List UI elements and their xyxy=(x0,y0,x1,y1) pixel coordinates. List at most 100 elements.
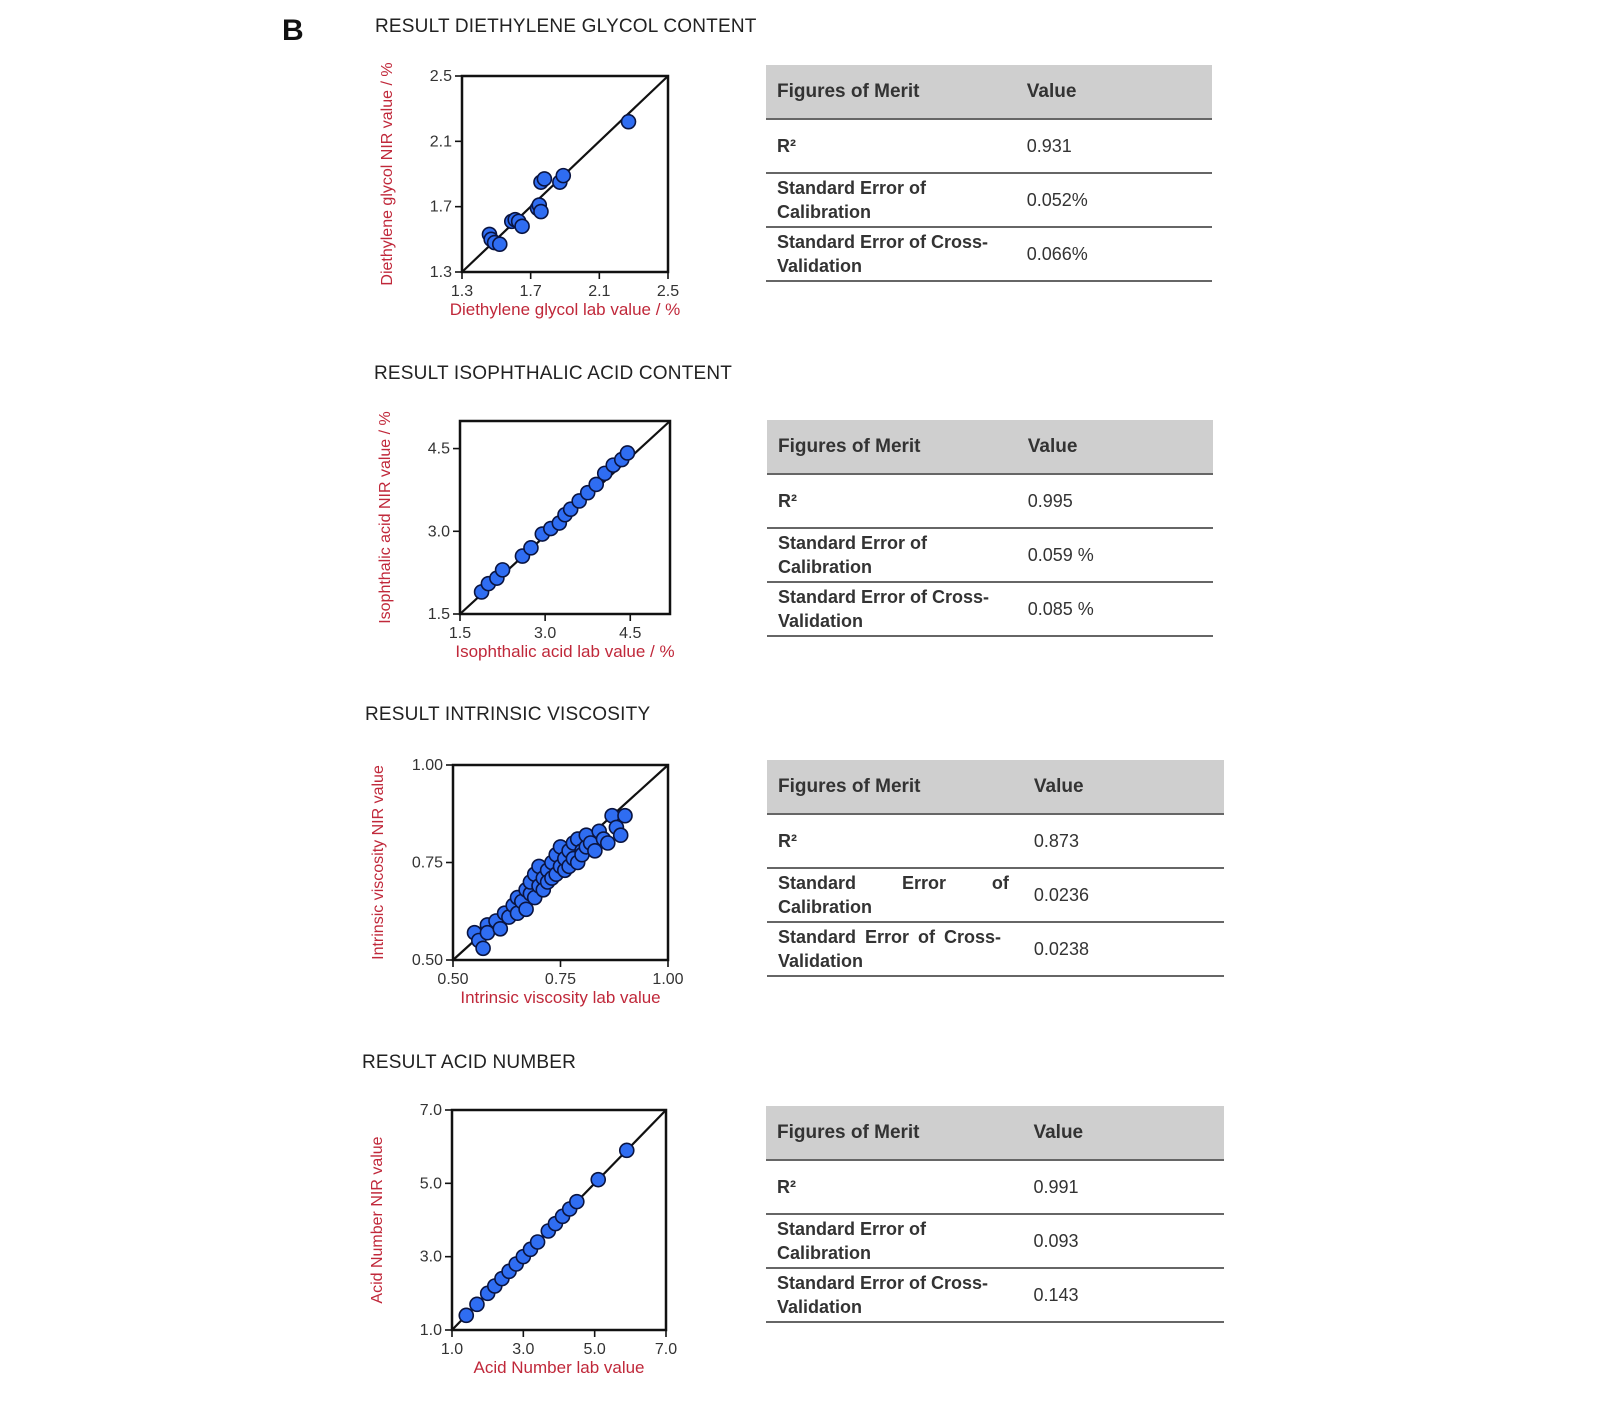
metric-name: Standard Error of Calibration xyxy=(767,868,1023,923)
data-point xyxy=(569,1193,585,1210)
x-tick-label: 1.5 xyxy=(449,625,471,642)
data-point xyxy=(555,167,572,184)
metric-value: 0.0236 xyxy=(1022,868,1224,923)
section-title: RESULT DIETHYLENE GLYCOL CONTENT xyxy=(375,16,757,37)
data-point xyxy=(533,203,549,220)
x-tick-label: 1.00 xyxy=(652,971,683,988)
figures-of-merit-table: Figures of Merit Value R² 0.873 Standard Err… xyxy=(767,760,1224,977)
data-point xyxy=(458,1307,475,1324)
y-tick-label: 7.0 xyxy=(420,1102,442,1119)
data-point xyxy=(612,827,629,843)
metric-value: 0.066% xyxy=(1015,227,1212,282)
table-row: Standard Error of Calibration 0.052% xyxy=(766,173,1212,228)
header-figures-of-merit: Figures of Merit xyxy=(767,760,1023,815)
metric-value: 0.093 xyxy=(1022,1214,1224,1269)
table-row: Standard Error of Calibration 0.0236 xyxy=(767,868,1224,923)
header-value: Value xyxy=(1022,1106,1224,1161)
metric-value: 0.931 xyxy=(1015,119,1212,174)
table-header-row: Figures of Merit Value xyxy=(766,1106,1224,1161)
metric-value: 0.0238 xyxy=(1022,922,1224,977)
data-point xyxy=(536,171,553,187)
table-row: Standard Error of Calibration 0.093 xyxy=(766,1214,1224,1269)
x-tick-label: 3.0 xyxy=(512,1341,534,1358)
metric-name: Standard Error of Cross-Validation xyxy=(767,922,1023,977)
header-value: Value xyxy=(1015,65,1212,120)
y-tick-label: 1.00 xyxy=(412,757,443,774)
x-axis-label: Isophthalic acid lab value / % xyxy=(455,642,674,661)
section-intrinsic-viscosity: RESULT INTRINSIC VISCOSITY 0.50 0.75 1.00 0… xyxy=(0,704,1600,1054)
table-row: Standard Error of Cross-Validation 0.085 … xyxy=(767,582,1213,637)
x-tick-label: 2.5 xyxy=(657,283,679,300)
table-row: R² 0.991 xyxy=(766,1160,1224,1215)
plot-frame xyxy=(450,1108,668,1332)
table-header-row: Figures of Merit Value xyxy=(766,65,1212,120)
section-title: RESULT INTRINSIC VISCOSITY xyxy=(365,704,651,725)
y-axis-label: Isophthalic acid NIR value / % xyxy=(377,411,394,624)
header-figures-of-merit: Figures of Merit xyxy=(766,65,1016,120)
metric-value: 0.143 xyxy=(1022,1268,1224,1323)
data-point xyxy=(491,236,508,253)
metric-value: 0.059 % xyxy=(1016,528,1213,583)
section-isophthalic-acid: RESULT ISOPHTHALIC ACID CONTENT 1.5 3.0 4.… xyxy=(0,354,1600,704)
data-point xyxy=(469,1296,485,1313)
metric-value: 0.052% xyxy=(1015,173,1212,228)
data-point xyxy=(620,113,637,130)
header-figures-of-merit: Figures of Merit xyxy=(766,1106,1023,1161)
metric-name: Standard Error of Calibration xyxy=(766,173,1016,228)
metric-name: Standard Error of Cross-Validation xyxy=(766,1268,1023,1323)
x-tick-label: 3.0 xyxy=(534,625,556,642)
section-acid-number: RESULT ACID NUMBER 1.0 3.0 5.0 7.0 1.0 3.0 5.0… xyxy=(0,1052,1600,1402)
data-point xyxy=(475,940,491,957)
y-axis-label: Acid Number NIR value xyxy=(369,1136,386,1303)
table-row: Standard Error of Cross-Validation 0.066% xyxy=(766,227,1212,282)
x-tick-label: 1.7 xyxy=(520,283,542,300)
figures-of-merit-table: Figures of Merit Value R² 0.995 Standard Err… xyxy=(767,420,1213,637)
data-point xyxy=(617,807,633,824)
y-tick-label: 1.0 xyxy=(420,1322,442,1339)
plot-frame xyxy=(460,74,670,274)
x-tick-label: 0.50 xyxy=(437,971,468,988)
y-tick-label: 4.5 xyxy=(428,441,450,458)
x-tick-label: 7.0 xyxy=(655,1341,677,1358)
x-tick-label: 1.0 xyxy=(441,1341,463,1358)
acid-number-scatter-plot: 1.0 3.0 5.0 7.0 1.0 3.0 5.0 7.0 Acid Number lab … xyxy=(369,1102,677,1377)
x-tick-label: 1.3 xyxy=(451,283,473,300)
data-point xyxy=(523,540,539,556)
x-axis-label: Diethylene glycol lab value / % xyxy=(450,300,681,319)
metric-value: 0.085 % xyxy=(1016,582,1213,637)
y-tick-label: 5.0 xyxy=(420,1175,442,1192)
section-title: RESULT ISOPHTHALIC ACID CONTENT xyxy=(374,363,733,384)
data-point xyxy=(494,562,511,578)
header-value: Value xyxy=(1016,420,1213,475)
table-header-row: Figures of Merit Value xyxy=(767,760,1224,815)
y-axis-label: Diethylene glycol NIR value / % xyxy=(379,62,396,285)
y-axis-label: Intrinsic viscosity NIR value xyxy=(370,765,387,960)
data-point xyxy=(587,843,603,859)
y-tick-label: 0.50 xyxy=(412,952,443,969)
metric-name: R² xyxy=(767,474,1017,529)
section-title: RESULT ACID NUMBER xyxy=(362,1052,577,1073)
x-axis-label: Acid Number lab value xyxy=(473,1358,644,1377)
data-point xyxy=(518,901,534,918)
x-tick-label: 5.0 xyxy=(584,1341,606,1358)
metric-value: 0.995 xyxy=(1016,474,1213,529)
y-tick-label: 1.7 xyxy=(430,199,452,216)
table-row: R² 0.995 xyxy=(767,474,1213,529)
table-header-row: Figures of Merit Value xyxy=(767,420,1213,475)
y-tick-label: 2.5 xyxy=(430,68,452,85)
data-point xyxy=(529,1234,546,1250)
table-row: R² 0.873 xyxy=(767,814,1224,869)
metric-name: Standard Error of Calibration xyxy=(767,528,1017,583)
figures-of-merit-table: Figures of Merit Value R² 0.931 Standard Err… xyxy=(766,65,1212,282)
y-tick-label: 3.0 xyxy=(420,1249,442,1266)
data-point xyxy=(618,1142,635,1159)
panel-letter: B xyxy=(282,14,304,47)
x-tick-label: 0.75 xyxy=(545,971,576,988)
data-point xyxy=(514,218,530,235)
metric-name: Standard Error of Calibration xyxy=(766,1214,1023,1269)
table-row: R² 0.931 xyxy=(766,119,1212,174)
y-tick-label: 1.5 xyxy=(428,606,450,623)
